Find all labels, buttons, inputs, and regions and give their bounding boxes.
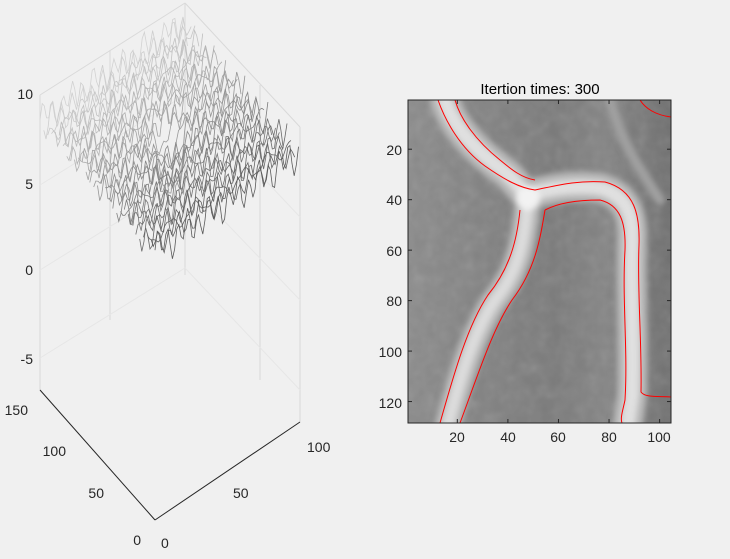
surface-mesh-line xyxy=(97,71,242,226)
red-contour xyxy=(437,100,671,423)
surface-mesh-line xyxy=(139,119,284,252)
image-ticks xyxy=(408,100,671,423)
surface-mesh-line xyxy=(81,60,227,173)
image-y-ticks: 20 40 60 80 100 120 xyxy=(379,142,403,411)
x-axis-ticks: 0 50 100 xyxy=(161,439,331,551)
image-y-tick-label: 80 xyxy=(386,293,402,309)
surface-mesh-line xyxy=(54,28,200,148)
image-x-ticks: 20 40 60 80 100 xyxy=(449,429,671,445)
image-y-tick-label: 40 xyxy=(386,192,402,208)
vessel-shading xyxy=(430,100,665,423)
surface-plot: 10 5 0 -5 150 100 50 0 0 50 100 xyxy=(5,2,331,551)
image-y-tick-label: 20 xyxy=(386,142,402,158)
surface-mesh-line xyxy=(154,144,299,259)
image-y-tick-label: 60 xyxy=(386,243,402,259)
x-tick-label: 100 xyxy=(307,439,331,455)
z-tick-label: -5 xyxy=(21,351,34,367)
image-y-tick-label: 120 xyxy=(379,395,403,411)
surface-mesh-line xyxy=(108,96,253,203)
z-tick-label: 10 xyxy=(17,86,33,102)
surface-mesh-line xyxy=(39,17,184,127)
surface-mesh-line xyxy=(43,16,188,140)
y-tick-label: 0 xyxy=(133,532,141,548)
y-tick-label: 150 xyxy=(5,402,29,418)
surface-mesh-line xyxy=(58,33,204,148)
surface-mesh-line xyxy=(146,140,292,243)
x-tick-label: 0 xyxy=(161,535,169,551)
y-tick-label: 50 xyxy=(88,485,104,501)
surface-mesh-line xyxy=(51,25,196,141)
z-tick-label: 5 xyxy=(25,176,33,192)
grayscale-image xyxy=(408,100,671,423)
z-tick-label: 0 xyxy=(25,262,33,278)
surface-mesh-line xyxy=(150,145,296,254)
y-tick-label: 100 xyxy=(43,443,67,459)
image-y-tick-label: 100 xyxy=(379,344,403,360)
y-axis-ticks: 150 100 50 0 xyxy=(5,402,142,548)
surface-floor-edges xyxy=(39,389,301,521)
surface-mesh xyxy=(39,16,299,259)
image-x-tick-label: 80 xyxy=(601,429,617,445)
surface-mesh-line xyxy=(112,91,257,209)
image-x-tick-label: 20 xyxy=(449,429,465,445)
image-x-tick-label: 40 xyxy=(500,429,516,445)
surface-mesh-line xyxy=(123,101,269,226)
image-x-tick-label: 100 xyxy=(647,429,671,445)
surface-axes-box xyxy=(39,2,301,422)
image-axes-frame xyxy=(407,99,672,424)
surface-mesh-line xyxy=(77,61,223,165)
surface-mesh-line xyxy=(100,75,246,200)
x-tick-label: 50 xyxy=(233,485,249,501)
image-x-tick-label: 60 xyxy=(550,429,566,445)
surface-mesh-line xyxy=(127,114,273,231)
image-plot-title: Itertion times: 300 xyxy=(480,81,599,98)
surface-mesh-line xyxy=(105,98,250,195)
surface-mesh-line xyxy=(70,45,215,166)
z-axis-ticks: 10 5 0 -5 xyxy=(17,86,33,367)
image-plot: Itertion times: 300 xyxy=(379,81,672,445)
